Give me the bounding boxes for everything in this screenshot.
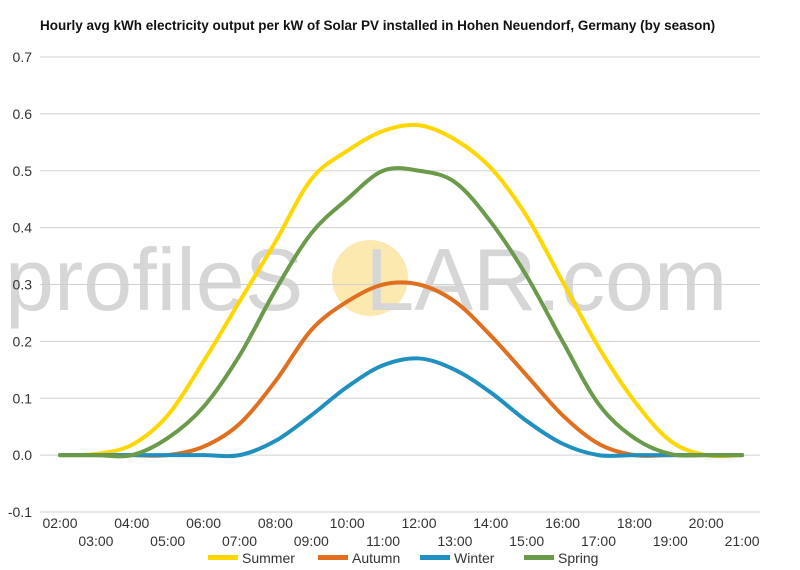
y-tick-label: 0.3 [13,277,33,293]
legend-label-spring: Spring [558,550,598,566]
x-tick-label: 10:00 [330,515,365,531]
x-tick-label: 19:00 [653,533,688,549]
legend-label-autumn: Autumn [352,550,400,566]
x-tick-label: 08:00 [258,515,293,531]
legend-swatch-summer [208,555,238,560]
y-tick-label: 0.4 [13,220,33,236]
x-tick-label: 02:00 [42,515,77,531]
y-tick-label: 0.5 [13,163,33,179]
x-tick-label: 03:00 [78,533,113,549]
watermark: profileS LAR.com [5,230,727,329]
y-tick-label: -0.1 [8,504,32,520]
x-tick-label: 07:00 [222,533,257,549]
y-axis: -0.1 0.0 0.1 0.2 0.3 0.4 0.5 0.6 0.7 [8,49,32,520]
x-tick-label: 04:00 [114,515,149,531]
x-tick-label: 06:00 [186,515,221,531]
series-line-summer [58,122,745,459]
watermark-text: profileS LAR.com [5,230,727,329]
y-tick-label: 0.6 [13,106,33,122]
y-tick-label: 0.1 [13,390,33,406]
x-tick-label: 11:00 [366,533,400,549]
legend-label-winter: Winter [454,550,495,566]
y-tick-label: 0.0 [13,447,33,463]
series-line-spring [58,166,745,459]
legend-swatch-autumn [318,555,348,560]
legend-swatch-spring [524,555,554,560]
x-tick-label: 14:00 [473,515,508,531]
x-tick-label: 17:00 [581,533,616,549]
x-tick-label: 12:00 [401,515,436,531]
legend-label-summer: Summer [242,550,295,566]
legend: Summer Autumn Winter Spring [208,550,598,566]
y-tick-label: 0.2 [13,333,33,349]
series-line-winter [58,356,745,459]
x-tick-label: 05:00 [150,533,185,549]
x-axis: 02:0003:0004:0005:0006:0007:0008:0009:00… [42,515,759,549]
series-lines [58,122,745,459]
x-tick-label: 09:00 [294,533,329,549]
y-tick-label: 0.7 [13,49,33,65]
x-tick-label: 13:00 [437,533,472,549]
x-tick-label: 16:00 [545,515,580,531]
x-tick-label: 18:00 [617,515,652,531]
legend-swatch-winter [420,555,450,560]
chart-title: Hourly avg kWh electricity output per kW… [40,18,716,33]
x-tick-label: 20:00 [689,515,724,531]
x-tick-label: 15:00 [509,533,544,549]
x-tick-label: 21:00 [725,533,760,549]
